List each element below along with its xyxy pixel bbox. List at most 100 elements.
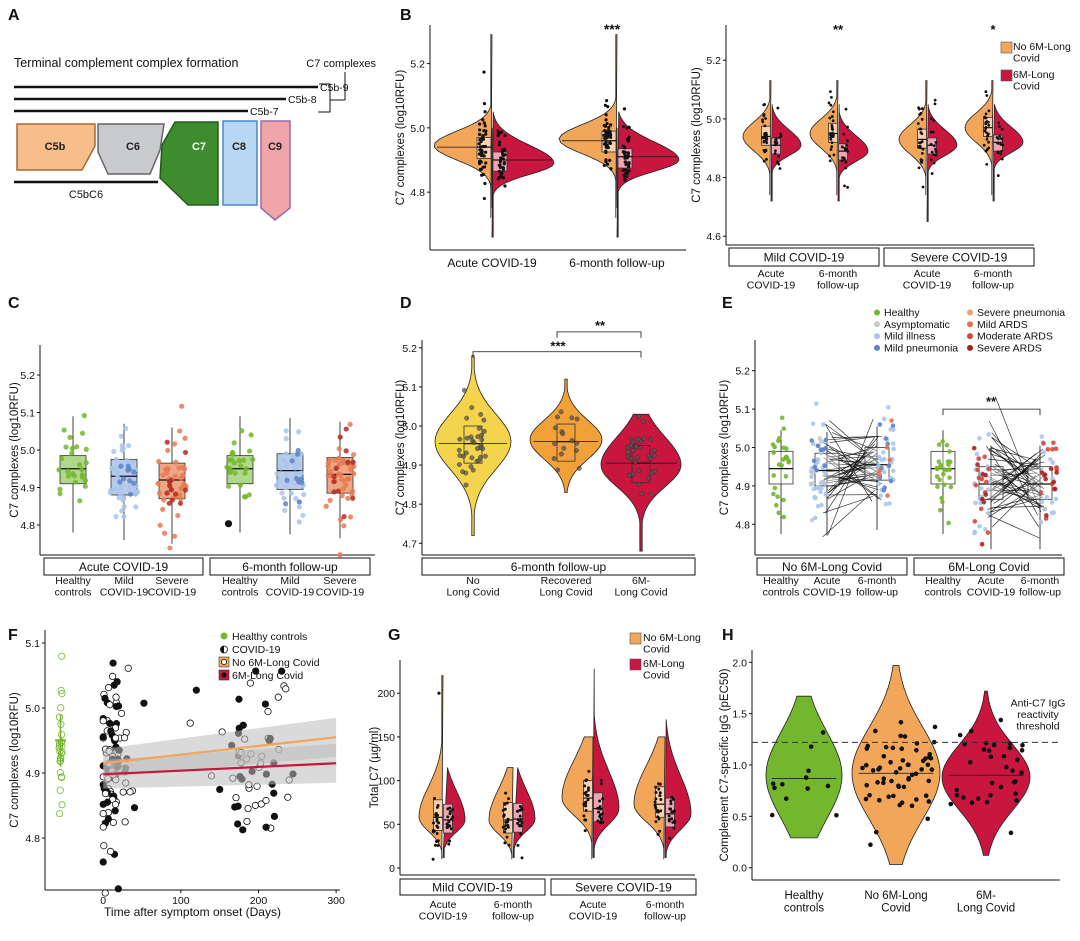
x-axis-label-line: Time after symptom onset (Days) — [104, 905, 281, 919]
data-point — [887, 457, 893, 463]
data-point — [160, 506, 166, 512]
protein-label-c7: C7 — [192, 141, 206, 153]
data-point — [783, 474, 789, 479]
data-point — [602, 133, 606, 137]
data-point — [634, 455, 640, 461]
data-point — [658, 791, 662, 795]
data-point — [501, 808, 505, 812]
pair-line — [822, 458, 879, 481]
y-axis-label: Total C7 (µg/ml) — [369, 727, 381, 809]
data-point — [296, 429, 302, 435]
data-point — [654, 820, 658, 824]
data-point-long-covid — [114, 885, 122, 893]
data-point — [765, 137, 769, 140]
pair-line — [824, 462, 878, 471]
data-point — [781, 497, 786, 503]
data-point — [877, 472, 883, 478]
data-point — [920, 151, 924, 155]
y-tick-label-line: 4.9 — [25, 768, 40, 780]
group-box-long-covid — [913, 557, 1065, 576]
data-point — [773, 143, 777, 147]
data-point — [667, 818, 671, 822]
data-point-no-long-covid — [112, 693, 120, 701]
data-point — [1043, 476, 1048, 482]
data-point — [599, 782, 603, 786]
data-point — [941, 482, 947, 488]
group-box-acute-label-line: Acute COVID-19 — [79, 560, 169, 574]
legend-dot-covid — [220, 645, 228, 654]
legend-label: COVID-19 — [232, 644, 281, 656]
data-point-healthy — [58, 690, 66, 698]
data-point-no-long-covid — [282, 685, 290, 693]
data-point — [806, 768, 811, 774]
data-point-healthy — [56, 809, 64, 818]
data-point — [772, 785, 777, 791]
legend-label-line: Covid — [1013, 53, 1040, 65]
group-box-acute — [43, 557, 204, 576]
data-point — [976, 456, 981, 462]
data-point — [478, 148, 482, 152]
data-point-long-covid — [109, 659, 117, 667]
protein-label-c6: C6 — [126, 141, 140, 153]
data-point-no-long-covid — [101, 790, 110, 798]
data-point — [997, 121, 1001, 125]
y-tick-label: 5.0 — [410, 123, 425, 135]
violin-no-long-covid — [558, 34, 618, 218]
data-point — [119, 508, 125, 514]
data-point — [598, 799, 602, 803]
data-point — [481, 134, 485, 138]
group-box-followup-label-line: 6-month follow-up — [242, 560, 338, 574]
data-point — [864, 746, 870, 751]
data-point — [482, 101, 487, 106]
data-point — [933, 102, 937, 106]
data-point — [829, 132, 832, 135]
legend-dot-healthy — [874, 309, 880, 316]
data-point — [280, 457, 286, 463]
data-point — [975, 467, 980, 473]
legend-dot-no-long-covid — [220, 659, 227, 666]
data-point — [899, 746, 905, 752]
y-tick-label-line: 5.1 — [402, 382, 417, 394]
data-point — [834, 812, 839, 818]
group-box-mild-label-line: Mild COVID-19 — [432, 881, 513, 895]
group-box-severe-label: Severe COVID-19 — [575, 881, 672, 895]
data-point — [167, 483, 173, 489]
data-point — [288, 490, 294, 496]
data-point — [829, 90, 832, 94]
data-point — [979, 541, 985, 547]
data-point — [83, 460, 89, 466]
x-tick-label-line: 6-month — [494, 899, 533, 911]
legend-label: 6M-Long Covid — [232, 670, 303, 682]
y-tick-label: 5.0 — [735, 443, 750, 455]
data-point — [166, 500, 172, 506]
data-point — [1048, 456, 1053, 462]
data-point — [293, 495, 299, 502]
data-point — [831, 119, 835, 123]
group-box-followup — [209, 557, 371, 576]
x-tick-label: 6-month follow-up — [492, 899, 534, 923]
data-point-long-covid — [106, 719, 114, 728]
data-point — [284, 477, 290, 483]
data-point — [606, 105, 610, 109]
legend-label-line: Healthy controls — [232, 631, 307, 643]
data-point — [1048, 466, 1054, 472]
pair-line — [992, 463, 1039, 490]
y-tick-label-line: 0.5 — [732, 811, 747, 823]
y-axis-label-line: C7 complexes (log10RFU) — [9, 692, 21, 828]
data-point — [283, 501, 289, 507]
data-point — [810, 481, 816, 487]
y-tick-label: 1.0 — [732, 760, 747, 772]
data-point — [596, 819, 600, 823]
y-tick-label-line: 5.2 — [402, 343, 417, 355]
data-point — [919, 767, 924, 772]
data-point — [937, 507, 943, 513]
data-point — [505, 801, 509, 805]
data-point — [961, 795, 966, 800]
data-point — [877, 765, 883, 771]
data-point — [626, 151, 630, 155]
data-point — [846, 125, 849, 129]
y-tick-label: 5.0 — [402, 421, 417, 433]
data-point — [72, 479, 79, 485]
data-point — [840, 159, 844, 163]
data-point — [516, 843, 520, 847]
